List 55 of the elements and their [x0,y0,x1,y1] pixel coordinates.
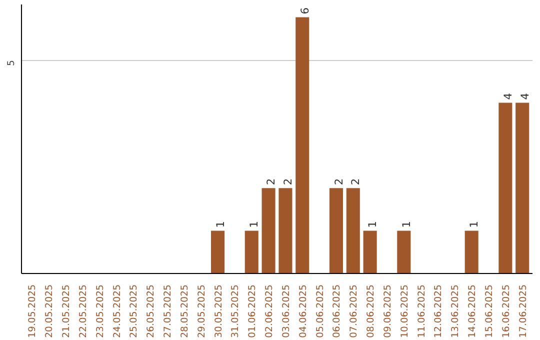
bar [296,17,310,274]
bar [516,102,530,274]
bar [363,230,377,274]
x-tick-label: 15.06.2025 [484,284,496,338]
bar [498,102,512,274]
x-tick-label: 20.05.2025 [44,284,56,338]
x-tick-label: 22.05.2025 [78,284,89,338]
x-tick-label: 14.06.2025 [467,284,478,338]
bar [278,188,292,274]
x-tick-label: 08.06.2025 [366,284,377,338]
x-tick-label: 10.06.2025 [399,284,410,338]
x-tick-label: 01.06.2025 [247,284,258,338]
x-tick-label: 07.06.2025 [348,284,360,338]
x-tick-label: 23.05.2025 [94,284,106,338]
data-label: 1 [468,221,481,228]
x-tick-label: 28.05.2025 [179,284,190,338]
x-tick-label: 13.06.2025 [450,284,462,338]
data-label: 1 [248,221,261,228]
x-tick-label: 26.05.2025 [146,284,157,338]
x-tick-label: 29.05.2025 [196,284,208,338]
x-tick-label: 21.05.2025 [60,284,72,338]
data-label: 1 [400,221,413,228]
bar [262,188,276,274]
x-tick-label: 17.06.2025 [518,284,529,338]
x-tick-label: 16.06.2025 [500,284,512,338]
data-label: 2 [264,178,278,186]
data-label: 2 [281,178,294,186]
x-tick-label: 12.06.2025 [433,284,444,338]
bar [464,230,478,274]
x-tick-label: 27.05.2025 [162,284,174,338]
bar [346,188,360,274]
data-label: 1 [214,221,227,228]
x-tick-label: 03.06.2025 [280,284,292,338]
x-tick-label: 24.05.2025 [112,284,123,338]
x-tick-label: 02.06.2025 [264,284,276,338]
data-label: 2 [349,178,362,186]
data-label: 1 [366,221,380,228]
x-tick-label: 04.06.2025 [298,284,309,338]
x-tick-label: 11.06.2025 [416,284,428,338]
bar [397,230,411,274]
bar [329,188,343,274]
bar [244,230,258,274]
y-tick-label: 5 [6,60,17,66]
data-label: 6 [298,7,312,14]
x-tick-label: 30.05.2025 [213,284,224,338]
x-tick-label: 19.05.2025 [27,284,38,338]
data-label: 2 [332,178,346,186]
x-tick-label: 06.06.2025 [332,284,343,338]
bar [211,230,225,274]
data-label: 4 [501,92,514,100]
x-tick-label: 25.05.2025 [128,284,140,338]
x-tick-label: 31.05.2025 [230,284,242,338]
x-tick-label: 09.06.2025 [382,284,394,338]
data-label: 4 [518,92,532,100]
x-tick-label: 05.06.2025 [314,284,326,338]
